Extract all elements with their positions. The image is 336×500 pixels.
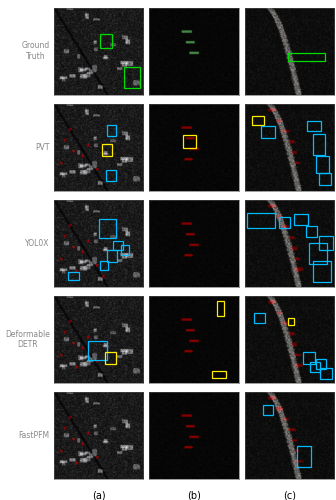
Text: Ground
Truth: Ground Truth [22,42,50,60]
Bar [288,53,325,60]
Bar [303,352,314,364]
Bar [319,236,333,250]
Bar [288,318,294,324]
Bar [310,362,320,372]
Bar [108,124,116,136]
Bar [317,360,326,369]
Bar [100,260,108,270]
Bar [320,368,332,380]
Bar [279,217,290,228]
Bar [106,170,116,181]
Bar [217,301,223,316]
Bar [252,116,264,126]
Bar [309,244,327,264]
Bar [294,214,308,225]
Bar [254,313,265,323]
Text: Deformable
DETR: Deformable DETR [5,330,50,349]
Bar [263,405,272,414]
Bar [105,352,116,364]
Bar [100,34,112,48]
Text: (a): (a) [92,490,105,500]
Bar [113,240,123,250]
Text: YOL0X: YOL0X [25,238,50,248]
Text: (c): (c) [283,490,296,500]
Text: PVT: PVT [35,142,50,152]
Bar [307,121,321,132]
Text: FastPFM: FastPFM [18,431,50,440]
Bar [183,135,196,148]
Bar [313,134,325,155]
Bar [261,126,275,138]
Bar [212,370,226,378]
Bar [102,144,112,156]
Bar [108,250,117,262]
Bar [88,341,108,360]
Bar [121,245,129,254]
Bar [68,272,79,280]
Bar [98,219,116,238]
Bar [297,446,311,467]
Bar [124,66,140,87]
Bar [306,226,317,237]
Bar [313,260,331,281]
Bar [247,213,275,228]
Text: (b): (b) [187,490,201,500]
Bar [317,156,329,174]
Bar [319,174,331,186]
